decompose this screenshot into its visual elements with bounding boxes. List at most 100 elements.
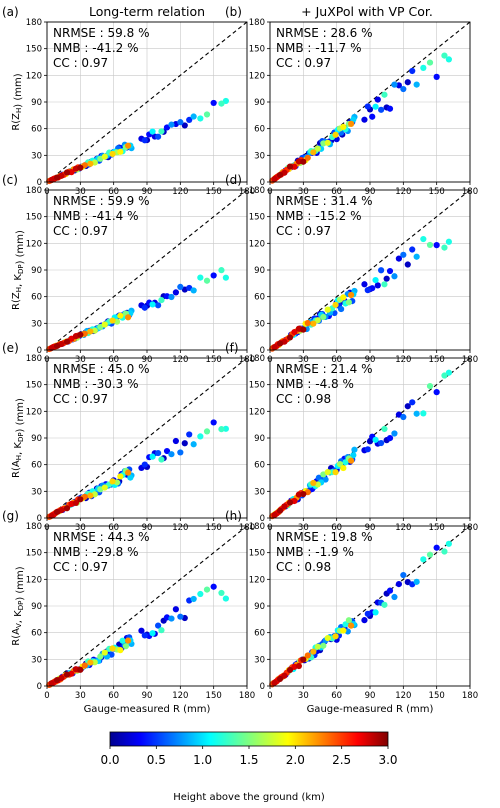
data-point [109,150,116,158]
y-tick-label: 120 [26,239,42,249]
column-title-left: Long-term relation [89,4,205,19]
data-point [324,306,331,313]
x-tick-label: 90 [142,691,153,701]
data-point [381,91,388,98]
y-tick-label: 150 [26,45,42,55]
data-point [378,106,385,113]
data-point [91,659,98,666]
data-point [445,369,452,376]
stat-line: NRMSE : 59.9 % [53,194,149,208]
data-point [190,595,197,603]
data-point [81,662,88,669]
panel-h: 0 30 60 90 120 150 1800306090120150180(h)NRMSE… [225,509,478,715]
x-tick-label: 120 [395,691,411,701]
data-point [63,169,71,176]
data-point [331,309,338,317]
data-point [413,81,420,88]
data-point [177,449,184,456]
stat-line: NMB : -15.2 % [276,209,362,223]
data-point [168,451,175,458]
colorbar-ticks: 0.0 0.5 1.0 1.5 2.0 2.5 3.0 [100,746,398,767]
data-point [374,282,381,289]
y-tick-label: 0 [260,346,265,356]
data-point [295,662,302,670]
x-tick-label: 60 [108,691,119,701]
data-point [304,154,311,161]
y-axis-label: R(AV, KDP) (mm) [11,566,26,646]
data-point [141,137,148,144]
y-tick-label: 0 [260,682,265,692]
data-point [210,99,217,107]
data-point [324,634,331,642]
data-point [426,59,434,66]
data-point [291,163,298,170]
data-point [361,617,368,624]
data-point [413,578,420,585]
data-point [361,281,368,288]
y-tick-label: 90 [254,266,265,276]
data-point [441,372,448,379]
data-point [348,291,355,299]
data-point [125,637,132,644]
data-point [332,469,339,476]
data-point [155,622,162,629]
y-tick-label: 180 [26,18,42,28]
stat-line: CC : 0.97 [53,392,108,406]
data-point [300,158,307,165]
data-point [372,103,379,110]
panel-f: 0 30 60 90 120 150 1800306090120150180(f)NRMSE… [225,341,478,533]
x-tick-label: 90 [365,691,376,701]
y-tick-label: 60 [31,125,42,135]
data-point [149,301,156,308]
data-point [441,52,448,59]
y-axis-label: R(AH, KDP) (mm) [11,398,26,478]
y-tick-label: 120 [249,71,265,81]
data-point [271,679,278,686]
panel-label: (d) [225,173,242,187]
data-point [286,334,294,341]
y-tick-label: 90 [31,98,42,108]
data-point [441,548,448,555]
data-point [122,643,129,650]
colorbar-label: Height above the ground (km) [173,792,325,803]
panel-g: 0 30 60 90 120 150 1800306090120150180(g)NRMSE… [2,509,255,715]
data-point [345,617,352,624]
data-point [203,277,211,284]
data-point [340,294,347,301]
data-point [77,164,84,171]
data-point [426,383,434,390]
data-point [391,593,398,601]
data-point [53,174,61,181]
y-tick-label: 120 [26,407,42,417]
data-point [395,255,402,262]
data-point [158,627,165,634]
data-point [404,403,411,410]
data-point [210,272,217,279]
y-tick-label: 0 [260,178,265,188]
data-point [109,478,116,485]
data-point [125,469,132,476]
data-point [149,630,156,637]
data-point [372,277,379,284]
data-point [340,123,347,131]
one-to-one-line [46,357,248,519]
stat-line: NMB : -41.4 % [53,209,139,223]
data-point [101,649,108,656]
data-point [203,586,211,593]
data-point [77,496,84,503]
panel-b: 0 30 60 90 120 150 1800306090120150180(b)NRMSE… [225,5,478,197]
data-point [141,632,148,639]
y-tick-label: 150 [249,45,265,55]
data-point [158,456,165,463]
data-point [101,321,108,328]
data-point [172,289,179,296]
stat-line: NMB : -1.9 % [276,545,354,559]
data-point [314,643,321,650]
data-point [87,659,94,666]
data-point [364,287,371,294]
data-point [364,103,371,110]
stat-line: CC : 0.98 [276,560,331,574]
data-point [117,312,124,319]
data-point [320,642,327,649]
